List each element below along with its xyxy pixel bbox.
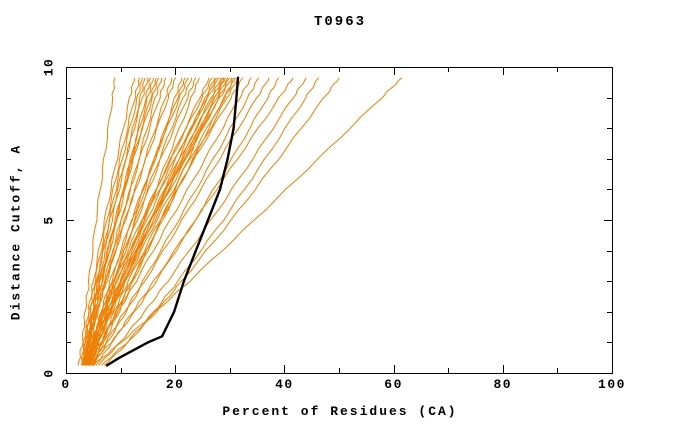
- model-curve: [88, 77, 189, 366]
- model-curve: [88, 77, 280, 366]
- y-tick-label: 5: [41, 215, 57, 225]
- x-tick-label: 60: [384, 377, 403, 392]
- model-curve: [85, 77, 193, 366]
- y-axis-label: Distance Cutoff, A: [8, 143, 24, 321]
- plot-border: [66, 67, 613, 374]
- model-curve: [103, 77, 340, 366]
- x-tick-label: 40: [275, 377, 294, 392]
- model-curve: [85, 77, 213, 366]
- x-tick-label: 100: [598, 377, 626, 392]
- highlight-curve: [105, 76, 240, 367]
- model-curve: [83, 77, 173, 366]
- model-curve: [91, 77, 225, 366]
- model-curve: [80, 77, 135, 366]
- x-tick-label: 20: [165, 377, 185, 392]
- y-tick-label: 10: [41, 57, 57, 77]
- model-curve: [95, 77, 294, 366]
- model-curve: [87, 77, 233, 366]
- model-curve: [77, 77, 116, 366]
- model-curve: [101, 77, 320, 366]
- x-tick-label: 0: [61, 377, 71, 392]
- model-curve: [85, 77, 163, 366]
- x-tick-label: 80: [493, 377, 513, 392]
- model-curve: [86, 77, 143, 366]
- model-curve: [98, 77, 307, 366]
- chart-title: T0963: [313, 14, 366, 30]
- model-curve: [93, 77, 244, 366]
- model-curve: [92, 77, 270, 366]
- model-curve: [87, 77, 252, 366]
- model-curve: [84, 77, 177, 366]
- model-curve: [92, 77, 403, 366]
- model-curve: [90, 77, 260, 366]
- model-curve: [88, 77, 220, 366]
- x-axis-label: Percent of Residues (CA): [222, 404, 458, 419]
- model-curve: [90, 77, 237, 366]
- y-tick-label: 0: [41, 368, 57, 378]
